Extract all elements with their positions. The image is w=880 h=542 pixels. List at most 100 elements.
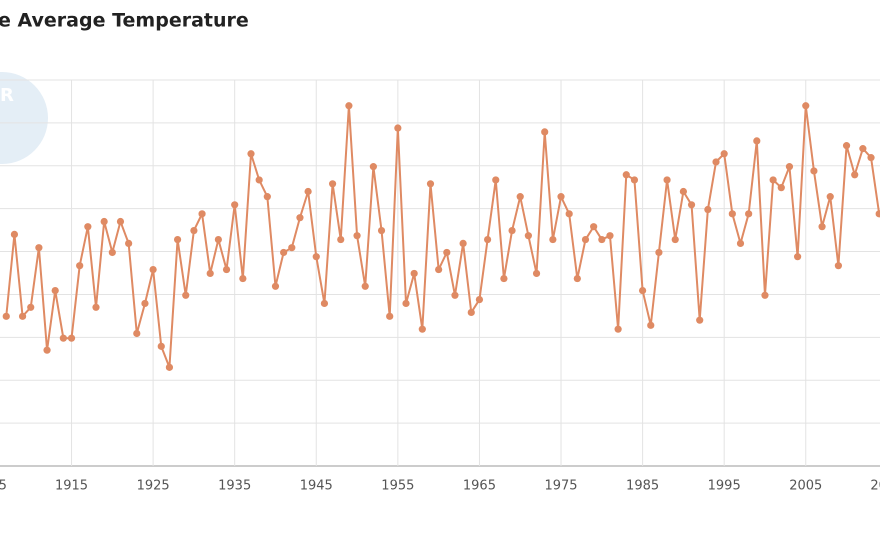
data-point bbox=[720, 150, 728, 158]
data-point bbox=[320, 299, 329, 308]
data-point bbox=[842, 142, 851, 150]
data-point bbox=[255, 176, 263, 184]
data-point bbox=[206, 269, 214, 278]
data-point bbox=[785, 163, 794, 171]
watermark-text: R bbox=[0, 85, 14, 106]
data-point bbox=[736, 239, 745, 248]
data-point bbox=[532, 269, 541, 278]
data-point bbox=[508, 226, 516, 235]
data-point bbox=[712, 158, 720, 166]
data-point bbox=[426, 180, 435, 188]
data-point bbox=[182, 291, 190, 299]
data-point bbox=[728, 210, 736, 218]
data-point bbox=[418, 325, 426, 333]
data-point bbox=[198, 210, 206, 218]
data-point bbox=[157, 342, 165, 350]
data-point bbox=[312, 253, 320, 261]
data-point bbox=[769, 176, 777, 184]
data-point bbox=[410, 269, 418, 278]
data-point bbox=[304, 187, 312, 196]
data-point bbox=[328, 180, 337, 188]
data-point bbox=[581, 235, 590, 244]
data-point bbox=[549, 235, 557, 244]
x-tick-label: 1955 bbox=[381, 479, 414, 494]
data-point bbox=[76, 262, 84, 270]
data-point bbox=[492, 176, 500, 184]
data-point bbox=[247, 150, 255, 158]
data-point bbox=[361, 282, 369, 290]
data-point bbox=[875, 210, 880, 218]
data-point bbox=[288, 244, 296, 252]
data-point bbox=[467, 308, 475, 317]
x-tick-label: 1985 bbox=[626, 479, 659, 494]
data-point bbox=[190, 226, 198, 235]
data-point bbox=[647, 321, 655, 329]
data-point bbox=[834, 262, 842, 270]
x-tick-label: 1995 bbox=[708, 479, 741, 494]
data-point bbox=[271, 282, 280, 290]
data-point bbox=[753, 137, 761, 145]
data-point bbox=[377, 226, 386, 235]
data-point bbox=[116, 217, 125, 226]
data-point bbox=[630, 176, 639, 184]
data-point bbox=[337, 235, 345, 244]
data-point bbox=[638, 286, 647, 295]
data-point bbox=[679, 187, 687, 196]
data-point bbox=[810, 167, 818, 175]
data-point bbox=[353, 232, 361, 240]
data-point bbox=[761, 291, 769, 299]
data-point bbox=[802, 102, 810, 110]
data-point bbox=[671, 235, 679, 244]
data-point bbox=[125, 239, 133, 248]
data-point bbox=[386, 312, 394, 320]
data-point bbox=[296, 214, 304, 222]
x-tick-label: 1945 bbox=[300, 479, 333, 494]
data-point bbox=[500, 274, 508, 283]
data-point bbox=[826, 193, 834, 201]
x-tick-label: 1965 bbox=[463, 479, 496, 494]
data-point bbox=[394, 124, 402, 132]
data-point bbox=[524, 232, 532, 240]
data-point bbox=[745, 210, 753, 218]
data-point bbox=[402, 299, 410, 308]
data-point bbox=[590, 223, 598, 231]
data-point bbox=[345, 102, 353, 110]
series-line bbox=[5, 105, 880, 368]
data-point bbox=[2, 312, 10, 320]
data-point bbox=[108, 248, 116, 257]
data-point bbox=[573, 274, 581, 283]
data-point bbox=[10, 230, 19, 238]
data-point bbox=[704, 205, 712, 214]
data-point bbox=[35, 244, 43, 252]
data-point bbox=[622, 171, 630, 179]
data-point bbox=[27, 303, 35, 311]
data-point bbox=[655, 248, 663, 257]
data-point bbox=[565, 210, 573, 218]
data-point bbox=[239, 274, 247, 283]
data-point bbox=[100, 217, 108, 226]
x-tick-label: 1925 bbox=[137, 479, 170, 494]
data-point bbox=[557, 193, 565, 201]
x-tick-label: 1935 bbox=[218, 479, 251, 494]
data-point bbox=[867, 154, 875, 162]
x-tick-label: 1975 bbox=[544, 479, 577, 494]
data-point bbox=[475, 295, 484, 304]
x-tick-label: 5 bbox=[0, 479, 7, 494]
data-point bbox=[231, 201, 239, 209]
chart-title: e Average Temperature bbox=[0, 10, 249, 32]
data-point bbox=[59, 334, 67, 342]
data-point bbox=[51, 286, 59, 295]
data-point bbox=[614, 325, 622, 333]
data-point bbox=[541, 128, 549, 136]
data-point bbox=[435, 265, 443, 274]
data-point bbox=[859, 145, 867, 153]
data-point bbox=[263, 193, 271, 201]
data-point bbox=[459, 239, 467, 248]
data-point bbox=[149, 265, 157, 274]
x-tick-label: 2005 bbox=[789, 479, 822, 494]
data-point bbox=[84, 223, 92, 231]
watermark-logo bbox=[0, 72, 48, 164]
data-point bbox=[18, 312, 27, 320]
